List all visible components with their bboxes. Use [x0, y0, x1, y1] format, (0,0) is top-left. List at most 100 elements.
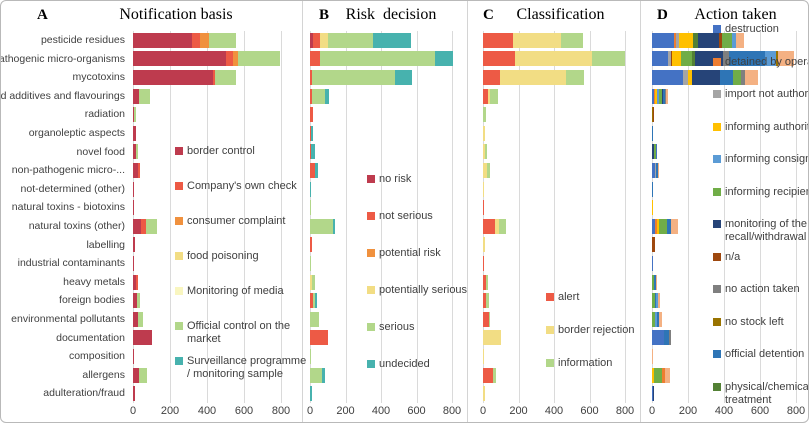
panel-classification: C Classification alert border rejection in…: [467, 1, 640, 422]
bar-segment: [653, 107, 654, 123]
bar-row: [652, 349, 653, 364]
bar-segment: [652, 330, 665, 346]
bar-segment: [483, 237, 486, 253]
bar-row: [483, 163, 491, 178]
plot-area: [652, 31, 797, 403]
bar-segment: [778, 51, 794, 67]
bar-segment: [657, 88, 659, 104]
x-tick-label: 0: [479, 405, 487, 417]
legend-label: Company's own check: [187, 180, 297, 192]
bar-row: [310, 367, 325, 383]
bar-segment: [657, 311, 660, 327]
plot-area: [310, 31, 453, 403]
bar-row: [133, 107, 136, 123]
bar-row: [652, 311, 662, 327]
category-label: labelling: [86, 238, 125, 251]
bar-segment: [733, 70, 741, 85]
bar-segment: [654, 274, 656, 290]
gridline: [381, 31, 382, 403]
legend-label: destruction: [725, 23, 779, 35]
bar-segment: [483, 107, 486, 123]
bar-segment: [654, 367, 662, 383]
category-label: adulteration/fraud: [43, 387, 125, 400]
bar-segment: [310, 330, 328, 346]
bar-segment: [395, 70, 413, 85]
bar-segment: [498, 218, 507, 234]
bar-row: [133, 125, 137, 141]
panel-risk-decision: B Risk decision no risk not serious potent…: [302, 1, 467, 422]
bar-segment: [310, 70, 312, 85]
bar-row: [652, 200, 653, 216]
bar-segment: [483, 311, 489, 327]
bar-segment: [678, 32, 693, 48]
bar-segment: [133, 330, 152, 346]
bar-segment: [659, 311, 662, 327]
legend-swatch-icon: [175, 287, 183, 295]
bar-row: [483, 88, 498, 104]
bar-segment: [652, 51, 668, 67]
gridline: [554, 31, 555, 403]
x-tick-label: 600: [580, 405, 599, 417]
bar-segment: [483, 144, 485, 160]
x-tick-label: 200: [160, 405, 180, 417]
legend-swatch-icon: [713, 90, 721, 98]
bar-segment: [310, 51, 320, 67]
bar-row: [483, 70, 585, 85]
gridline: [281, 31, 282, 403]
bar-segment: [136, 293, 141, 309]
legend: destruction detained by operator import no…: [713, 23, 808, 413]
bar-segment: [673, 32, 676, 48]
panel-title: Action taken: [694, 6, 777, 23]
category-label: documentation: [56, 331, 125, 344]
bar-segment: [310, 237, 313, 253]
bar-row: [652, 274, 657, 290]
legend-swatch-icon: [175, 147, 183, 155]
bar-segment: [654, 163, 657, 178]
legend-swatch-icon: [175, 252, 183, 260]
legend-label: Official control on the market: [187, 320, 291, 345]
legend-swatch-icon: [175, 357, 183, 365]
bar-segment: [654, 218, 657, 234]
bar-segment: [319, 51, 436, 67]
bar-segment: [192, 32, 200, 48]
bar-segment: [483, 349, 484, 364]
legend-swatch-icon: [713, 317, 721, 326]
bar-segment: [764, 51, 776, 67]
bar-segment: [133, 237, 135, 253]
bar-segment: [483, 330, 501, 346]
legend-label: detained by operator: [725, 55, 808, 68]
bar-segment: [495, 218, 499, 234]
gridline: [244, 31, 245, 403]
bar-segment: [697, 32, 720, 48]
bar-segment: [671, 51, 672, 67]
legend-item: detained by operator: [713, 55, 808, 89]
bar-row: [483, 125, 485, 141]
gridline: [688, 31, 689, 403]
legend-swatch-icon: [713, 252, 721, 261]
bar-row: [652, 367, 670, 383]
bar-row: [133, 218, 158, 234]
bar-row: [133, 51, 281, 67]
legend-item: alert: [546, 291, 656, 324]
category-label: natural toxins (other): [28, 220, 125, 232]
legend-label: potential risk: [379, 247, 441, 259]
legend-label: alert: [558, 291, 580, 303]
bar-segment: [592, 51, 625, 67]
category-label: not-determined (other): [20, 182, 125, 195]
bar-segment: [483, 200, 484, 216]
gridline: [416, 31, 418, 403]
bar-row: [652, 181, 653, 197]
x-tick-label: 400: [544, 405, 564, 417]
bar-row: [310, 349, 311, 364]
bar-segment: [435, 51, 453, 67]
bar-segment: [140, 218, 146, 234]
bar-segment: [225, 51, 233, 67]
bar-segment: [655, 144, 658, 160]
bar-row: [133, 88, 150, 104]
bar-segment: [658, 88, 662, 104]
legend-item: undecided: [367, 358, 479, 395]
legend-label: border control: [187, 145, 255, 157]
bar-row: [310, 293, 317, 309]
x-tick-label: 600: [234, 405, 254, 417]
legend-label: n/a: [725, 250, 741, 263]
